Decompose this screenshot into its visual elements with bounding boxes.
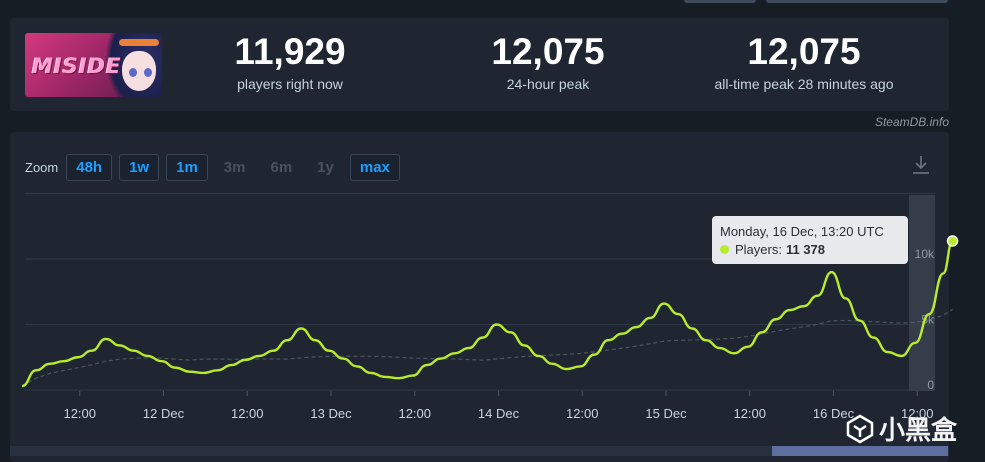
stat-current-players: 11,929 players right now xyxy=(220,31,360,93)
watermark: 小黑盒 xyxy=(845,410,957,447)
stat-all-time-peak: 12,075 all-time peak 28 minutes ago xyxy=(694,31,914,93)
x-tick-label: 12:00 xyxy=(901,406,934,421)
stat-value: 12,075 xyxy=(491,31,605,72)
series-dot-icon xyxy=(720,245,729,254)
chart-tooltip: Monday, 16 Dec, 13:20 UTC Players: 11 37… xyxy=(712,216,908,264)
zoom-label: Zoom xyxy=(25,159,59,175)
tooltip-date: Monday, 16 Dec, 13:20 UTC xyxy=(720,224,884,239)
thumbnail-eye xyxy=(144,68,152,77)
heybox-logo-icon xyxy=(846,414,874,443)
hover-band xyxy=(909,195,935,391)
zoom-48h-button[interactable]: 48h xyxy=(66,153,113,181)
steamdb-credit[interactable]: SteamDB.info xyxy=(874,115,949,129)
stat-value: 12,075 xyxy=(747,31,861,72)
zoom-1m-button[interactable]: 1m xyxy=(166,153,208,181)
header-button-stub[interactable] xyxy=(766,0,948,3)
x-tick-label: 12:00 xyxy=(63,406,96,421)
stat-24h-peak: 12,075 24-hour peak xyxy=(478,31,618,93)
tooltip-series-label: Players: xyxy=(735,242,782,257)
hover-point xyxy=(946,235,959,247)
stat-label: 24-hour peak xyxy=(506,76,590,92)
zoom-1w-button[interactable]: 1w xyxy=(119,153,160,181)
game-thumbnail[interactable]: MISIDE xyxy=(25,33,162,97)
series-line-players xyxy=(21,239,954,388)
tooltip-series: Players: 11 378 xyxy=(720,242,900,257)
zoom-6m-button: 6m xyxy=(270,158,293,176)
x-tick-label: 13 Dec xyxy=(310,406,352,421)
x-tick-label: 12:00 xyxy=(733,406,766,421)
x-tick-label: 16 Dec xyxy=(813,406,855,421)
thumbnail-bow xyxy=(119,39,159,46)
stat-value: 11,929 xyxy=(234,31,346,72)
watermark-text: 小黑盒 xyxy=(878,415,957,445)
download-icon[interactable] xyxy=(911,154,931,176)
x-tick-label: 12 Dec xyxy=(143,406,185,421)
x-tick-label: 12:00 xyxy=(566,406,599,421)
x-tick-label: 14 Dec xyxy=(478,406,520,421)
zoom-3m-button: 3m xyxy=(223,158,246,176)
x-tick-label: 15 Dec xyxy=(645,406,687,421)
player-stats-bar: MISIDE 11,929 players right now 12,075 2… xyxy=(10,18,949,111)
tooltip-value: 11 378 xyxy=(785,242,826,257)
stat-label: all-time peak 28 minutes ago xyxy=(714,76,894,92)
header-button-stub[interactable] xyxy=(684,0,756,3)
thumbnail-eye xyxy=(129,68,137,77)
zoom-controls: Zoom 48h 1w 1m 3m 6m 1y max xyxy=(25,152,407,182)
y-tick-label: 0 xyxy=(927,378,934,392)
y-tick-label: 10k xyxy=(915,247,935,261)
thumbnail-logo: MISIDE xyxy=(32,54,122,78)
navigator-strip[interactable] xyxy=(10,446,949,456)
navigator-selection[interactable] xyxy=(772,446,948,456)
zoom-1y-button: 1y xyxy=(317,158,334,176)
chart-panel: Zoom 48h 1w 1m 3m 6m 1y max xyxy=(10,132,949,462)
trend-line xyxy=(21,308,953,387)
zoom-max-button[interactable]: max xyxy=(349,153,400,181)
x-tick-label: 12:00 xyxy=(398,406,431,421)
stat-label: players right now xyxy=(237,76,343,92)
x-tick-label: 12:00 xyxy=(231,406,264,421)
